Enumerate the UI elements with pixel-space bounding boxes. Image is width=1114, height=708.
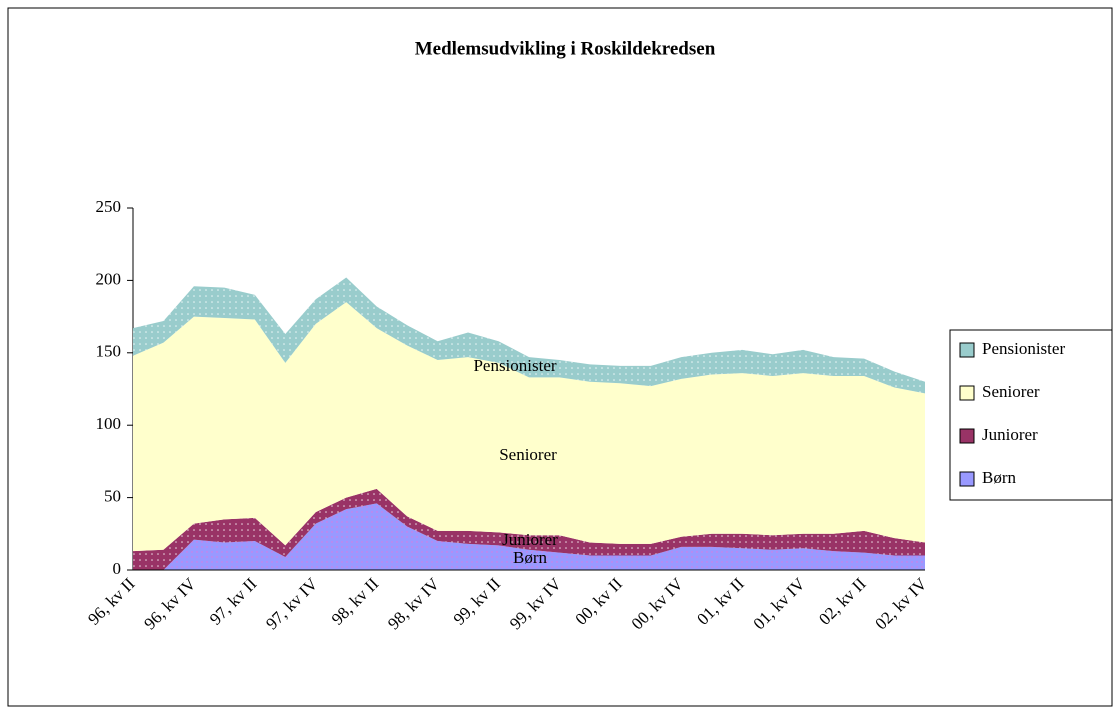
- area-label: Seniorer: [499, 445, 557, 464]
- legend-swatch: [959, 385, 975, 401]
- legend-box: [949, 329, 1113, 501]
- area-texture: [133, 277, 925, 394]
- legend-label: Pensionister: [982, 339, 1065, 358]
- y-tick-label: 150: [96, 342, 122, 361]
- y-tick-label: 200: [96, 269, 122, 288]
- area-label: Pensionister: [473, 356, 556, 375]
- area-texture: [133, 503, 925, 570]
- legend: Pensionister Seniorer Juniorer Børn: [949, 329, 1113, 501]
- y-tick-label: 50: [104, 487, 121, 506]
- y-tick-label: 250: [96, 197, 122, 216]
- legend-label: Seniorer: [982, 382, 1040, 401]
- legend-swatch: [959, 471, 975, 487]
- legend-label: Juniorer: [982, 425, 1038, 444]
- y-tick-label: 100: [96, 414, 122, 433]
- area: [133, 302, 925, 552]
- legend-label: Børn: [982, 468, 1017, 487]
- y-tick-label: 0: [113, 559, 122, 578]
- legend-swatch: [959, 342, 975, 358]
- area-label: Juniorer: [502, 530, 558, 549]
- area-label: Børn: [513, 548, 548, 567]
- chart-title: Medlemsudvikling i Roskildekredsen: [415, 38, 716, 59]
- area-texture: [133, 488, 925, 570]
- legend-swatch: [959, 428, 975, 444]
